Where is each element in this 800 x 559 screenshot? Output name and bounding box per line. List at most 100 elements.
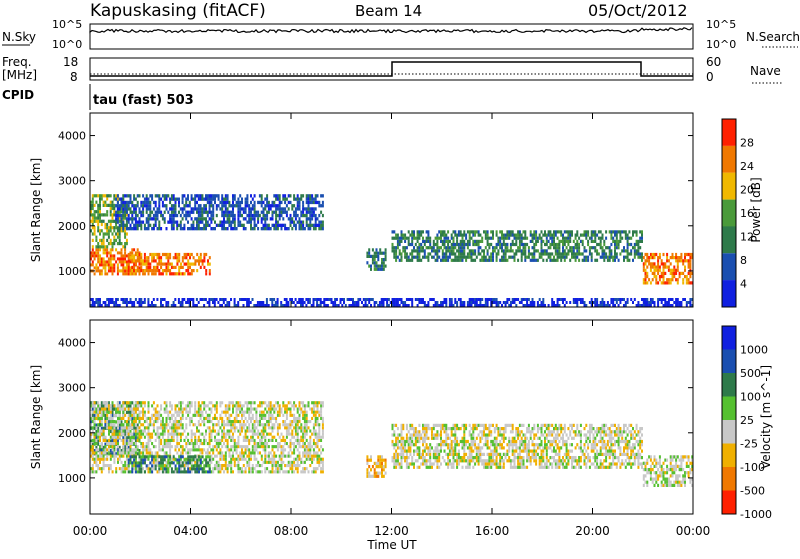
- power-cell: [182, 259, 184, 262]
- power-cell: [404, 252, 406, 255]
- power-cell: [621, 237, 623, 240]
- power-cell: [496, 301, 498, 304]
- power-cell: [227, 214, 229, 217]
- power-cell: [497, 240, 499, 243]
- power-cell: [347, 298, 349, 301]
- power-cell: [173, 211, 175, 214]
- power-cell: [155, 272, 157, 275]
- power-cell: [130, 198, 132, 201]
- power-cell: [598, 237, 600, 240]
- velocity-cell: [169, 445, 171, 448]
- power-cell: [205, 269, 207, 272]
- velocity-cell: [241, 411, 243, 414]
- power-cell: [239, 204, 241, 207]
- power-cell: [241, 214, 243, 217]
- power-cell: [447, 237, 449, 240]
- velocity-cell: [104, 404, 106, 407]
- power-cell: [395, 249, 397, 252]
- velocity-cell: [261, 433, 263, 436]
- power-cell: [618, 298, 620, 301]
- power-cell: [121, 251, 123, 254]
- power-cell: [219, 221, 221, 224]
- velocity-cell: [124, 426, 126, 429]
- velocity-cell: [216, 408, 218, 411]
- power-cell: [196, 224, 198, 227]
- velocity-cell: [117, 408, 119, 411]
- power-cell: [616, 230, 618, 233]
- velocity-cell: [169, 451, 171, 454]
- power-cell: [454, 298, 456, 301]
- velocity-cell: [228, 448, 230, 451]
- power-cell: [503, 249, 505, 252]
- power-cell: [535, 234, 537, 237]
- power-cell: [115, 198, 117, 201]
- power-cell: [630, 252, 632, 255]
- power-cell: [126, 298, 128, 301]
- power-cell: [95, 301, 97, 304]
- power-cell: [133, 248, 135, 251]
- velocity-cell: [187, 448, 189, 451]
- power-cell: [259, 194, 261, 197]
- velocity-cell: [254, 458, 256, 461]
- power-cell: [112, 257, 114, 260]
- power-cell: [108, 257, 110, 260]
- power-cell: [284, 194, 286, 197]
- power-cell: [585, 256, 587, 259]
- power-cell: [202, 259, 204, 262]
- power-cell: [95, 245, 97, 248]
- power-cell: [472, 249, 474, 252]
- velocity-cell: [201, 414, 203, 417]
- power-cell: [646, 256, 648, 259]
- velocity-cell: [243, 411, 245, 414]
- power-cell: [675, 253, 677, 256]
- velocity-cell: [268, 461, 270, 464]
- power-cell: [440, 301, 442, 304]
- velocity-cell: [133, 451, 135, 454]
- power-cell: [106, 197, 108, 200]
- power-cell: [636, 243, 638, 246]
- power-cell: [124, 242, 126, 245]
- power-cell: [429, 298, 431, 301]
- power-cell: [467, 230, 469, 233]
- power-cell: [223, 214, 225, 217]
- velocity-cell: [259, 411, 261, 414]
- power-cell: [187, 263, 189, 266]
- velocity-cell: [209, 445, 211, 448]
- velocity-cell: [264, 417, 266, 420]
- velocity-cell: [171, 426, 173, 429]
- velocity-cell: [268, 420, 270, 423]
- power-cell: [603, 249, 605, 252]
- power-cell: [115, 221, 117, 224]
- power-cell: [318, 298, 320, 301]
- velocity-cell: [142, 467, 144, 470]
- power-cell: [131, 214, 133, 217]
- power-cell: [668, 278, 670, 281]
- velocity-cell: [275, 470, 277, 473]
- power-cell: [112, 242, 114, 245]
- power-cell: [122, 298, 124, 301]
- velocity-cell: [277, 445, 279, 448]
- power-cell: [106, 254, 108, 257]
- velocity-cell: [216, 404, 218, 407]
- power-cell: [124, 194, 126, 197]
- power-cell: [302, 207, 304, 210]
- power-cell: [614, 249, 616, 252]
- velocity-cell: [110, 423, 112, 426]
- power-cell: [128, 266, 130, 269]
- power-cell: [140, 263, 142, 266]
- power-cell: [560, 259, 562, 262]
- power-cell: [386, 301, 388, 304]
- power-cell: [499, 301, 501, 304]
- power-cell: [688, 266, 690, 269]
- power-cell: [488, 256, 490, 259]
- velocity-cell: [185, 445, 187, 448]
- power-cell: [524, 246, 526, 249]
- power-cell: [160, 211, 162, 214]
- velocity-cell: [227, 445, 229, 448]
- power-cell: [198, 301, 200, 304]
- power-cell: [148, 204, 150, 207]
- power-cell: [444, 243, 446, 246]
- power-cell: [95, 236, 97, 239]
- power-cell: [200, 266, 202, 269]
- velocity-cell: [110, 411, 112, 414]
